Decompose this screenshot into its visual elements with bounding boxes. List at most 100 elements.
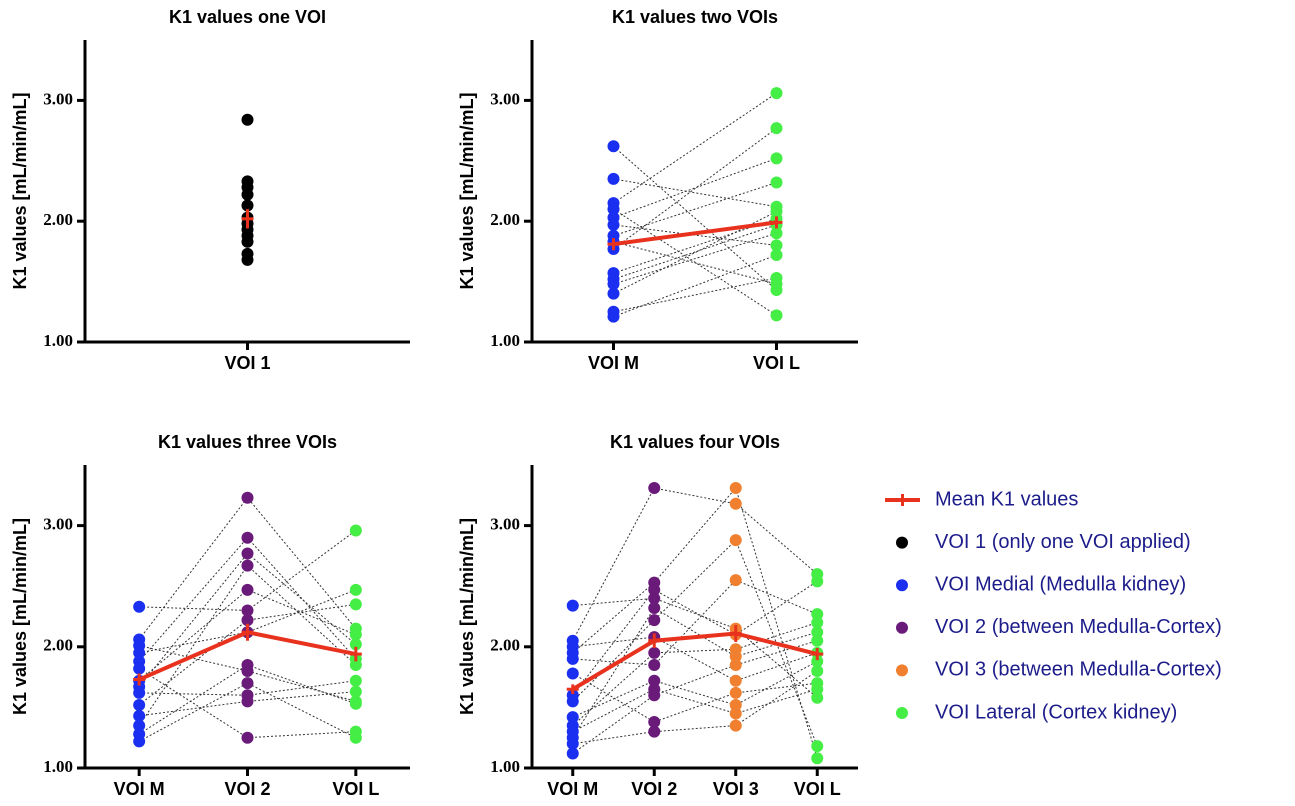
data-point: [241, 583, 254, 596]
data-point: [729, 707, 742, 720]
paired-line: [572, 487, 818, 641]
paired-line: [613, 157, 777, 219]
data-point: [729, 574, 742, 587]
data-point: [648, 592, 661, 605]
data-point: [133, 686, 146, 699]
data-point: [729, 534, 742, 547]
data-point: [648, 482, 661, 495]
paired-line: [572, 622, 818, 726]
data-point: [729, 482, 742, 495]
data-point: [770, 152, 783, 165]
paired-line: [572, 670, 818, 745]
data-point: [241, 235, 254, 248]
data-point: [811, 575, 824, 588]
data-point: [133, 662, 146, 675]
paired-line: [572, 607, 818, 738]
data-point: [770, 227, 783, 240]
data-point: [133, 709, 146, 722]
x-tick-label: VOI L: [753, 353, 800, 373]
data-point: [607, 172, 620, 185]
data-point: [729, 686, 742, 699]
data-point: [607, 310, 620, 323]
data-point: [770, 176, 783, 189]
paired-line: [613, 232, 777, 285]
paired-line: [139, 645, 356, 702]
y-axis-label: K1 values [mL/min/mL]: [457, 92, 477, 289]
data-point: [349, 628, 362, 641]
paired-line: [572, 688, 818, 733]
data-point: [241, 188, 254, 201]
data-point: [770, 205, 783, 218]
data-point: [566, 747, 579, 760]
paired-line: [613, 224, 777, 246]
data-point: [607, 140, 620, 153]
legend-dot: [896, 664, 908, 677]
paired-line: [572, 579, 818, 666]
paired-line: [613, 224, 777, 280]
data-point: [770, 239, 783, 252]
y-tick-label: 3.00: [43, 89, 73, 108]
paired-line: [572, 660, 818, 718]
data-point: [811, 626, 824, 639]
x-tick-label: VOI 2: [224, 779, 270, 799]
data-point: [770, 271, 783, 284]
data-point: [607, 278, 620, 291]
legend-label: Mean K1 values: [935, 488, 1078, 510]
paired-line: [613, 277, 777, 313]
data-point: [349, 524, 362, 537]
legend-label: VOI Medial (Medulla kidney): [935, 573, 1186, 595]
mean-line: [571, 631, 818, 691]
y-tick-label: 2.00: [43, 210, 73, 229]
data-point: [648, 583, 661, 596]
x-tick-label: VOI L: [794, 779, 841, 799]
paired-line: [138, 552, 357, 688]
legend-label: VOI Lateral (Cortex kidney): [935, 701, 1177, 723]
data-point: [241, 113, 254, 126]
legend-dot: [896, 707, 908, 719]
legend-dot: [896, 536, 908, 549]
y-tick-label: 2.00: [490, 210, 520, 229]
data-point: [648, 674, 661, 687]
chart-title: K1 values two VOIs: [612, 7, 778, 27]
y-tick-label: 2.00: [43, 636, 73, 655]
legend-dot: [896, 621, 908, 634]
data-point: [133, 698, 146, 711]
data-point: [241, 547, 254, 560]
data-point: [729, 650, 742, 663]
data-point: [770, 122, 783, 135]
data-point: [811, 683, 824, 696]
y-axis-label: K1 values [mL/min/mL]: [457, 518, 477, 715]
data-point: [241, 559, 254, 572]
data-point: [607, 203, 620, 216]
data-point: [133, 735, 146, 748]
data-point: [648, 658, 661, 671]
data-point: [729, 719, 742, 732]
paired-line: [613, 145, 777, 291]
data-point: [349, 685, 362, 698]
data-point: [648, 646, 661, 659]
data-point: [648, 614, 661, 627]
data-point: [349, 697, 362, 710]
data-point: [349, 638, 362, 651]
y-axis-label: K1 values [mL/min/mL]: [10, 92, 30, 289]
data-point: [729, 674, 742, 687]
x-tick-label: VOI 1: [224, 353, 270, 373]
data-point: [607, 218, 620, 231]
x-tick-label: VOI M: [114, 779, 165, 799]
x-tick-label: VOI 2: [631, 779, 677, 799]
data-point: [770, 309, 783, 322]
paired-line: [613, 127, 777, 250]
data-point: [133, 646, 146, 659]
data-point: [648, 602, 661, 615]
y-tick-label: 3.00: [490, 515, 520, 534]
y-tick-label: 1.00: [43, 757, 73, 776]
data-point: [811, 634, 824, 647]
data-point: [349, 598, 362, 611]
y-axis-label: K1 values [mL/min/mL]: [10, 518, 30, 715]
data-point: [811, 752, 824, 765]
chart-title: K1 values one VOI: [169, 7, 326, 27]
paired-line: [572, 636, 818, 682]
data-point: [349, 674, 362, 687]
data-point: [811, 608, 824, 621]
data-point: [133, 600, 146, 613]
